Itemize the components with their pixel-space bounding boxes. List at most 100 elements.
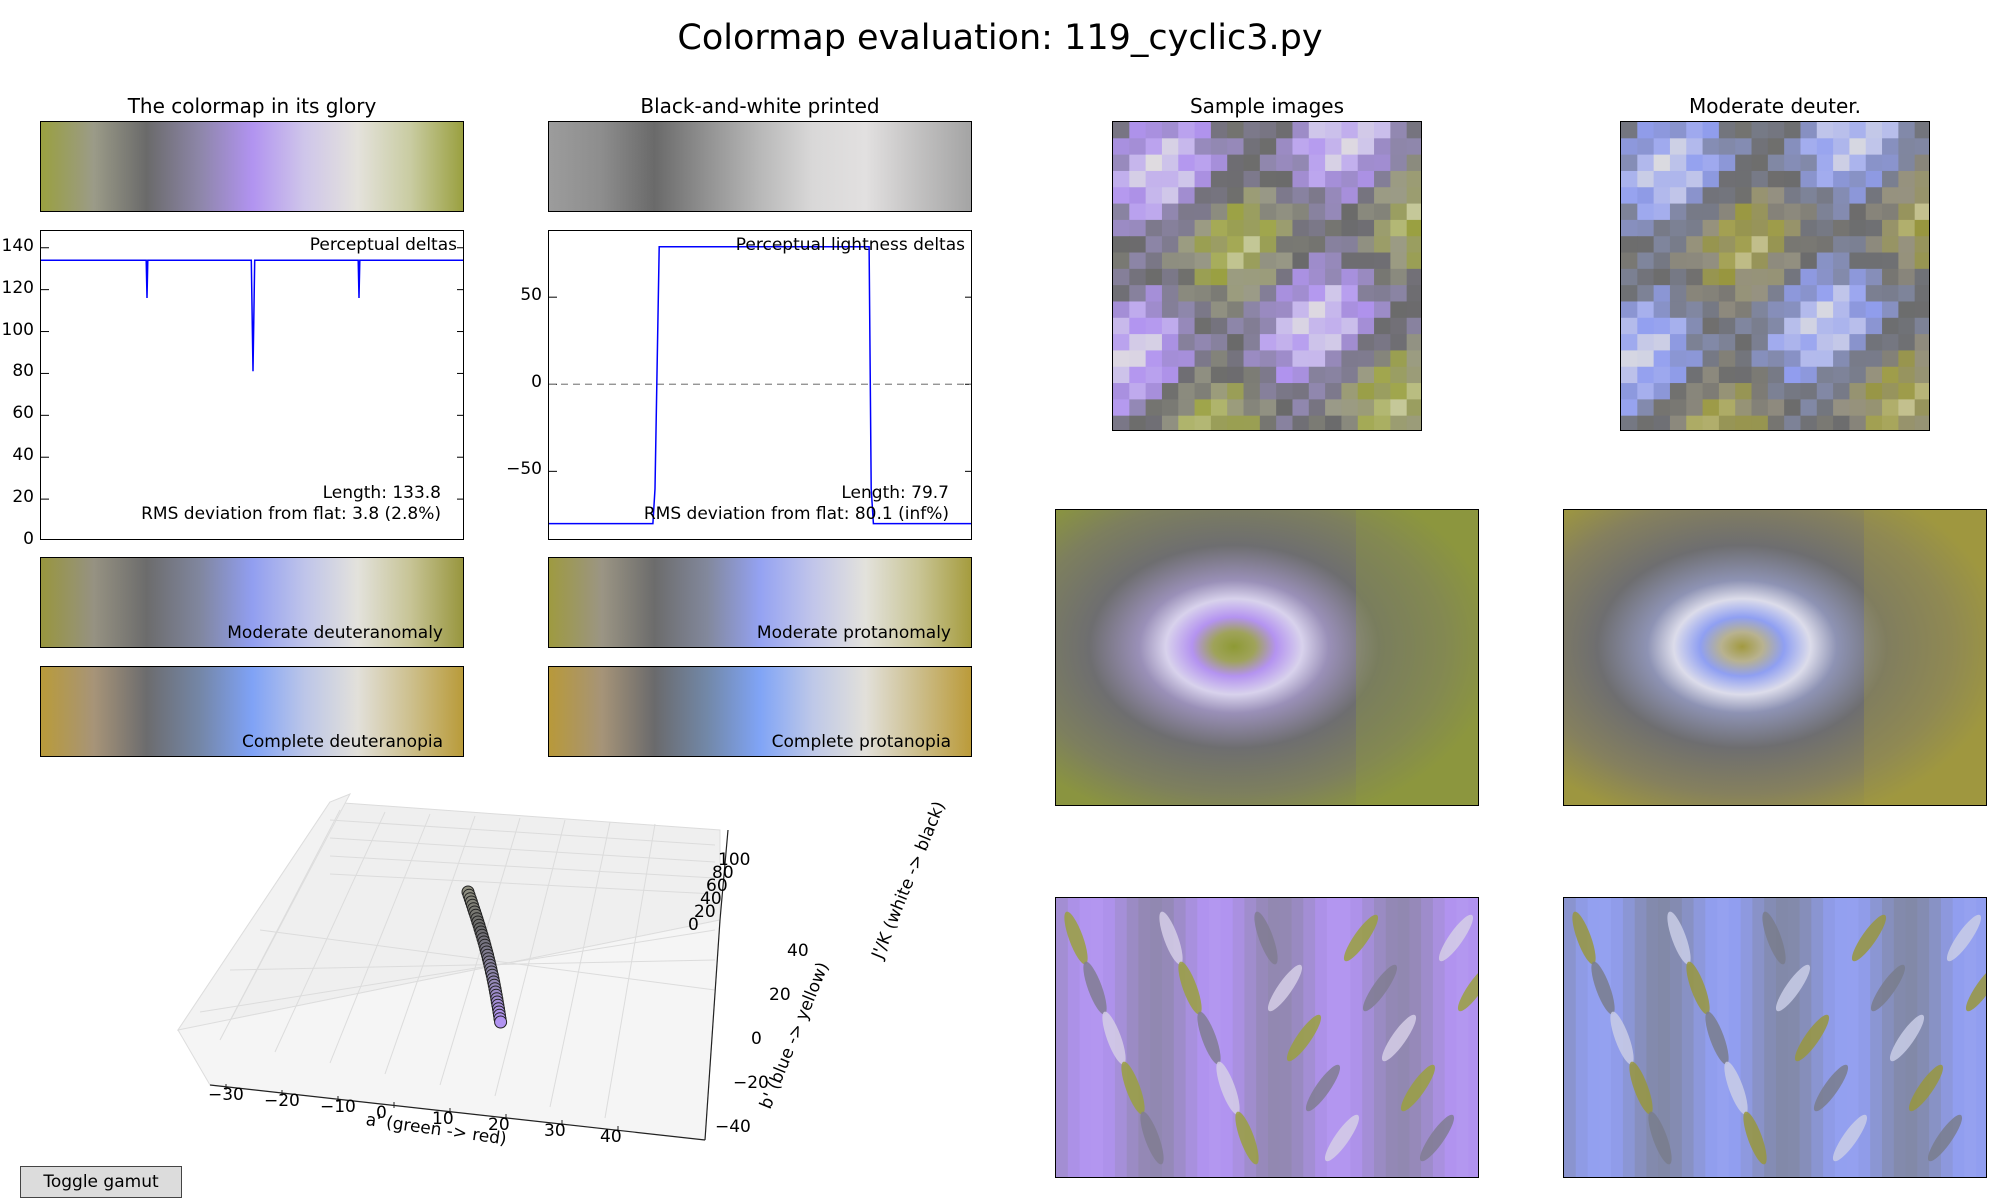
- pixel-cell: [1718, 285, 1736, 303]
- pixel-cell: [1276, 154, 1294, 172]
- pixel-cell: [1243, 122, 1261, 139]
- stripe-band: [1976, 898, 1986, 1177]
- ytick-label: 0: [531, 372, 542, 393]
- pixel-cell: [1621, 383, 1638, 400]
- colorspace-3d-plot: −30 −20 −10 0 10 20 30 40 −40−200204002040608010…: [176, 793, 950, 1150]
- pixel-cell: [1325, 399, 1343, 417]
- pixel-cell: [1357, 350, 1375, 368]
- stripe-band: [1858, 898, 1871, 1177]
- pixel-cell: [1669, 170, 1687, 188]
- pixel-cell: [1276, 334, 1294, 352]
- pixel-cell: [1702, 203, 1720, 221]
- stripe-band: [1326, 898, 1340, 1177]
- pixel-cell: [1686, 366, 1704, 384]
- pixel-cell: [1357, 187, 1375, 205]
- pixel-cell: [1161, 415, 1179, 430]
- pixel-cell: [1816, 268, 1834, 286]
- pixel-cell: [1243, 252, 1261, 270]
- pixel-cell: [1406, 285, 1421, 303]
- stripe-blob: [1362, 964, 1398, 1012]
- pixel-cell: [1914, 170, 1929, 188]
- pixel-cell: [1357, 138, 1375, 156]
- stripe-blob: [1197, 1011, 1221, 1065]
- pixel-cell: [1292, 301, 1310, 319]
- pixel-cell: [1145, 170, 1163, 188]
- pixel-cell: [1833, 383, 1851, 400]
- pixel-cell: [1653, 334, 1671, 352]
- pixel-cell: [1243, 399, 1261, 417]
- stripe-band: [1658, 898, 1671, 1177]
- pixel-cell: [1637, 415, 1655, 430]
- pixel-cell: [1669, 350, 1687, 368]
- pixel-cell: [1341, 301, 1359, 319]
- pixel-cell: [1882, 399, 1899, 417]
- stripe-blob: [1908, 1064, 1944, 1112]
- pixel-cell: [1390, 415, 1408, 430]
- stripe-blob: [1216, 1061, 1240, 1115]
- pixel-cell: [1718, 203, 1736, 221]
- pixel-cell: [1914, 366, 1929, 384]
- pixel-cell: [1308, 122, 1326, 139]
- pixel-cell: [1129, 285, 1147, 303]
- pixel-cell: [1686, 334, 1704, 352]
- colorbar-bw: [548, 121, 972, 212]
- pixel-cell: [1113, 268, 1130, 286]
- pixel-cell: [1194, 366, 1212, 384]
- pixel-cell: [1767, 301, 1785, 319]
- pixel-cell: [1113, 138, 1130, 156]
- pixel-cell: [1865, 285, 1883, 303]
- pixel-cell: [1882, 268, 1899, 286]
- pixel-cell: [1882, 415, 1899, 430]
- pixel-cell: [1161, 399, 1179, 417]
- toggle-gamut-button[interactable]: Toggle gamut: [20, 1166, 182, 1198]
- colorbar-label: Moderate deuteranomaly: [227, 623, 443, 643]
- stripe-blob: [1381, 1014, 1417, 1062]
- ytick-label: 80: [12, 361, 34, 382]
- pixel-cell: [1849, 415, 1867, 430]
- pixel-cell: [1227, 334, 1245, 352]
- pixel-cell: [1882, 219, 1899, 237]
- pixel-cell: [1292, 383, 1310, 400]
- pixel-cell: [1653, 285, 1671, 303]
- pixel-cell: [1194, 350, 1212, 368]
- pixel-cell: [1178, 187, 1196, 205]
- pixel-cell: [1357, 383, 1375, 400]
- pixel-cell: [1129, 383, 1147, 400]
- stripe-blob: [1610, 1011, 1634, 1065]
- pixel-cell: [1849, 301, 1867, 319]
- pixel-cell: [1276, 285, 1294, 303]
- pixel-cell: [1341, 122, 1359, 139]
- pixel-cell: [1178, 334, 1196, 352]
- pixel-cell: [1653, 350, 1671, 368]
- pixel-cell: [1816, 236, 1834, 254]
- pixel-cell: [1113, 350, 1130, 368]
- pixel-cell: [1882, 285, 1899, 303]
- sample-image-fractal: [1055, 509, 1479, 806]
- pixel-cell: [1882, 366, 1899, 384]
- pixel-cell: [1816, 301, 1834, 319]
- stripes-sample-svg: [1056, 898, 1478, 1177]
- pixel-cell: [1374, 350, 1391, 368]
- pixel-cell: [1341, 366, 1359, 384]
- pixel-cell: [1767, 383, 1785, 400]
- pixel-cell: [1637, 301, 1655, 319]
- stripe-blob: [1813, 1064, 1849, 1112]
- pixel-cell: [1702, 138, 1720, 156]
- pixel-cell: [1308, 383, 1326, 400]
- pixel-cell: [1259, 138, 1277, 156]
- pixel-cell: [1849, 350, 1867, 368]
- stripe-band: [1444, 898, 1458, 1177]
- plot-rms: RMS deviation from flat: 3.8 (2.8%): [141, 504, 441, 524]
- pixel-cell: [1718, 334, 1736, 352]
- ytick-label-3d: 20: [769, 985, 791, 1005]
- pixel-cell: [1161, 138, 1179, 156]
- pixel-cell: [1129, 399, 1147, 417]
- pixel-cell: [1653, 187, 1671, 205]
- pixel-cell: [1718, 138, 1736, 156]
- stripe-blob: [1686, 961, 1710, 1015]
- pixel-cell: [1161, 383, 1179, 400]
- pixel-cell: [1227, 301, 1245, 319]
- pixel-cell: [1686, 203, 1704, 221]
- pixel-cell: [1621, 219, 1638, 237]
- pixel-cell: [1308, 350, 1326, 368]
